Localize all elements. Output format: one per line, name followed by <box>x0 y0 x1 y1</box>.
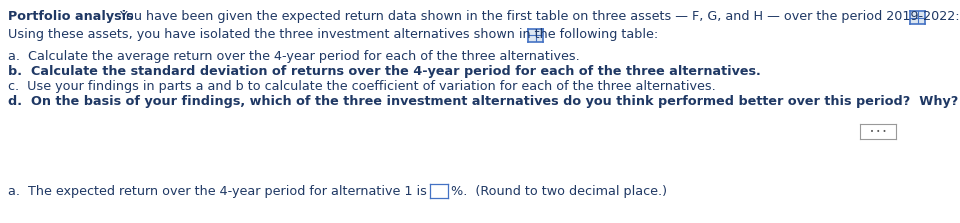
Text: d.  On the basis of your findings, which of the three investment alternatives do: d. On the basis of your findings, which … <box>8 95 958 108</box>
Text: %.  (Round to two decimal place.): %. (Round to two decimal place.) <box>451 185 667 198</box>
Text: c.  Use your findings in parts a and b to calculate the coefficient of variation: c. Use your findings in parts a and b to… <box>8 80 716 93</box>
Text: a.  Calculate the average return over the 4-year period for each of the three al: a. Calculate the average return over the… <box>8 50 580 63</box>
Text: a.  The expected return over the 4-year period for alternative 1 is: a. The expected return over the 4-year p… <box>8 185 427 198</box>
Text: You have been given the expected return data shown in the first table on three a: You have been given the expected return … <box>108 10 960 23</box>
Text: b.  Calculate the standard deviation of returns over the 4-year period for each : b. Calculate the standard deviation of r… <box>8 65 760 78</box>
Text: Using these assets, you have isolated the three investment alternatives shown in: Using these assets, you have isolated th… <box>8 28 659 41</box>
Text: • • •: • • • <box>870 128 886 134</box>
Text: Portfolio analysis: Portfolio analysis <box>8 10 133 23</box>
